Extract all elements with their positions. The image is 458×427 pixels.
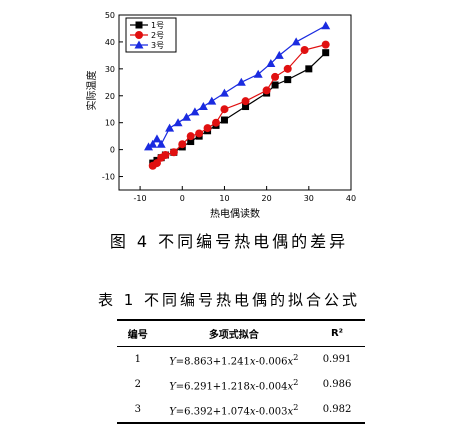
series-1-line — [152, 52, 327, 164]
series-2-point — [161, 151, 170, 159]
series-2-point — [220, 105, 229, 114]
y-tick-label: 40 — [105, 38, 115, 47]
header-fit: 多项式拟合 — [158, 319, 310, 347]
x-tick-label: 20 — [262, 194, 272, 203]
row-r2: 0.991 — [322, 354, 352, 365]
table-row: 1 Y=8.863+1.241x-0.006x2 0.991 — [117, 347, 365, 373]
y-tick-label: 10 — [105, 119, 115, 128]
row-equation: Y=6.392+1.074x-0.003x2 — [158, 397, 310, 424]
plot-frame — [118, 14, 352, 191]
series-3-point — [291, 37, 301, 46]
y-tick-label: 30 — [105, 65, 115, 74]
series-2-point — [186, 132, 195, 141]
series-3-point — [190, 107, 200, 116]
series-1-point — [305, 65, 313, 73]
x-axis-label: 热电偶读数 — [210, 207, 260, 220]
header-id: 编号 — [117, 319, 159, 347]
legend-marker-3 — [134, 40, 144, 49]
series-1-point — [187, 138, 195, 146]
legend-marker-1 — [135, 21, 143, 29]
series-3-point — [236, 77, 246, 86]
legend-label-1: 1号 — [151, 21, 164, 30]
series-3-point — [181, 112, 191, 121]
fit-table: 编号 多项式拟合 R² 1 Y=8.863+1.241x-0.006x2 0.991… — [117, 319, 365, 424]
y-tick-label: 20 — [105, 92, 115, 101]
row-id: 1 — [134, 354, 141, 365]
x-tick-label: -10 — [134, 194, 147, 203]
x-tick-label: 30 — [304, 194, 314, 203]
series-2-point — [152, 159, 161, 168]
x-tick-label: 0 — [180, 194, 185, 203]
table-caption: 表 1 不同编号热电偶的拟合公式 — [97, 291, 361, 309]
series-2-point — [178, 140, 187, 149]
series-1 — [149, 49, 330, 167]
table-row: 3 Y=6.392+1.074x-0.003x2 0.982 — [117, 397, 365, 424]
series-2-point — [241, 97, 250, 106]
series-3-point — [156, 139, 166, 148]
series-3-point — [219, 88, 229, 97]
legend-marker-2 — [135, 31, 143, 39]
table-row: 2 Y=6.291+1.218x-0.004x2 0.986 — [117, 372, 365, 397]
series-3-point — [173, 118, 183, 127]
row-id: 2 — [134, 379, 141, 390]
row-r2: 0.982 — [309, 397, 365, 424]
series-2-point — [203, 124, 212, 133]
series-1-point — [220, 116, 228, 124]
series-2-point — [321, 40, 330, 49]
row-id: 3 — [117, 397, 159, 424]
x-tick-label: 40 — [346, 194, 356, 203]
series-1-point — [242, 103, 250, 111]
series-3-point — [198, 102, 208, 111]
series-3-point — [152, 134, 162, 143]
row-r2: 0.986 — [322, 379, 352, 390]
row-equation: Y=8.863+1.241x-0.006x2 — [169, 351, 299, 368]
series-2-line — [152, 44, 326, 167]
series-3-point — [253, 69, 263, 78]
legend-label-3: 3号 — [151, 41, 164, 50]
header-r2: R² — [309, 319, 365, 347]
series-1-point — [284, 76, 292, 84]
series-2-point — [271, 72, 280, 81]
series-1-point — [271, 81, 279, 89]
series-3-point — [165, 123, 175, 132]
series-2-point — [283, 64, 292, 73]
y-tick-label: 50 — [105, 11, 115, 20]
figure-caption: 图 4 不同编号热电偶的差异 — [109, 232, 349, 251]
series-3-point — [207, 96, 217, 105]
x-tick-label: 10 — [219, 194, 229, 203]
legend-label-2: 2号 — [151, 31, 164, 40]
series-3 — [144, 21, 331, 151]
series-1-point — [322, 49, 330, 57]
y-tick-label: 0 — [110, 146, 115, 155]
y-axis-label: 实际温度 — [85, 71, 98, 111]
series-2-point — [262, 86, 271, 95]
series-2-point — [169, 148, 178, 157]
series-3-point — [266, 58, 276, 67]
series-2-point — [212, 118, 221, 127]
series-2-point — [195, 129, 204, 138]
series-3-point — [274, 50, 284, 59]
series-2 — [148, 40, 330, 170]
series-2-point — [300, 46, 309, 54]
y-tick-label: -10 — [102, 173, 115, 182]
row-equation: Y=6.291+1.218x-0.004x2 — [169, 376, 299, 393]
table-header-row: 编号 多项式拟合 R² — [117, 319, 365, 347]
series-3-point — [148, 139, 158, 148]
series-3-point — [321, 21, 331, 30]
series-3-point — [144, 142, 154, 151]
